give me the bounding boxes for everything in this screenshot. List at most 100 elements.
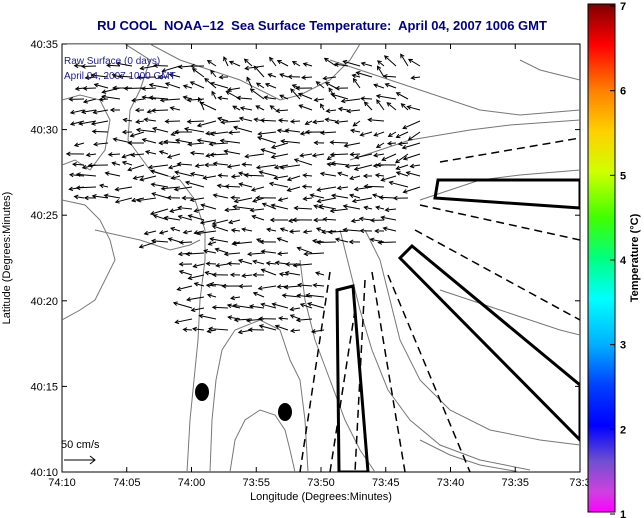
current-vector-arrow: [370, 238, 385, 243]
overlay-text-line2: April 04, 2007 1000 GMT: [64, 71, 176, 82]
current-vector-arrowhead: [250, 187, 256, 192]
current-vector-arrowhead: [164, 82, 170, 87]
current-vector-arrowhead: [200, 203, 206, 208]
current-vector-arrowhead: [217, 95, 223, 101]
current-vector-arrowhead: [378, 195, 384, 200]
current-vector-arrowhead: [167, 237, 173, 242]
current-vector-arrow: [170, 107, 181, 111]
current-vector-arrowhead: [158, 230, 164, 235]
current-vector-arrowhead: [121, 153, 127, 159]
current-vector-arrow: [216, 263, 229, 267]
current-vector-arrowhead: [276, 60, 282, 65]
current-vector-arrow: [389, 181, 409, 188]
current-vector-arrow: [378, 241, 397, 244]
current-vector-arrow: [200, 102, 217, 111]
current-vector-arrow: [250, 208, 265, 212]
y-tick-label: 40:25: [30, 210, 58, 222]
current-vector-arrow: [375, 174, 385, 177]
current-vector-arrowhead: [90, 73, 96, 78]
current-vector-arrowhead: [349, 152, 355, 157]
current-vector-arrowhead: [93, 141, 98, 147]
current-vector-arrow: [296, 318, 313, 321]
current-vector-arrow: [241, 228, 253, 232]
current-vector-arrow: [265, 83, 277, 89]
current-vector-arrowhead: [232, 105, 238, 110]
current-vector-arrow: [381, 153, 397, 161]
y-tick-label: 40:20: [30, 296, 58, 308]
current-vector-arrow: [165, 120, 181, 123]
current-vector-arrowhead: [68, 172, 74, 178]
current-vector-arrow: [373, 84, 385, 89]
current-vector-arrowhead: [299, 303, 305, 308]
current-vector-arrowhead: [402, 189, 408, 194]
current-vector-arrow: [274, 175, 289, 179]
current-vector-arrowhead: [131, 97, 137, 103]
current-vector-arrowhead: [245, 318, 251, 323]
current-vector-arrow: [343, 60, 361, 67]
current-vector-arrowhead: [312, 119, 318, 125]
current-vector-arrowhead: [226, 164, 232, 169]
current-vector-arrowhead: [84, 75, 90, 81]
current-vector-arrowhead: [143, 230, 149, 236]
current-vector-arrowhead: [402, 155, 408, 161]
current-vector-arrow: [335, 120, 349, 123]
current-vector-arrowhead: [342, 59, 348, 65]
current-vector-arrowhead: [315, 227, 321, 232]
current-vector-arrowhead: [199, 220, 205, 225]
current-vector-arrowhead: [237, 258, 243, 264]
current-vector-arrow: [193, 263, 205, 268]
current-vector-arrow: [285, 271, 301, 276]
current-vector-arrow: [140, 175, 157, 181]
current-vector-arrow: [352, 197, 373, 202]
current-vector-arrowhead: [148, 95, 154, 101]
current-vector-arrow: [190, 197, 205, 201]
current-vector-arrowhead: [132, 175, 138, 181]
current-vector-arrow: [228, 262, 241, 265]
current-vector-arrowhead: [169, 106, 175, 111]
current-vector-arrow: [290, 88, 301, 100]
current-vector-arrow: [328, 230, 349, 233]
current-vector-arrowhead: [297, 282, 302, 288]
current-vector-arrow: [127, 164, 145, 171]
current-vector-arrowhead: [334, 85, 340, 91]
current-vector-arrowhead: [223, 251, 229, 257]
current-vector-arrow: [259, 171, 277, 177]
current-vector-arrow: [319, 205, 337, 210]
current-vector-arrow: [335, 238, 349, 243]
current-vector-arrowhead: [177, 64, 183, 70]
x-axis-label: Longitude (Degrees:Minutes): [250, 491, 392, 503]
current-vector-arrow: [208, 241, 217, 245]
current-vector-arrowhead: [114, 186, 120, 192]
current-vector-arrow: [183, 85, 193, 89]
current-vector-arrowhead: [313, 204, 319, 209]
current-vector-arrow: [102, 87, 121, 93]
current-vector-arrow: [345, 164, 361, 167]
current-vector-arrowhead: [190, 307, 196, 313]
current-vector-arrowhead: [249, 304, 254, 309]
current-vector-arrowhead: [281, 293, 287, 298]
current-vector-arrow: [116, 62, 133, 67]
current-vector-arrowhead: [259, 239, 264, 245]
current-vector-arrowhead: [204, 77, 209, 83]
current-vector-arrowhead: [400, 53, 405, 59]
current-vector-arrow: [136, 120, 145, 123]
current-vector-arrow: [133, 175, 145, 179]
current-vector-arrow: [317, 186, 337, 191]
current-vector-arrowhead: [238, 283, 244, 289]
current-vector-arrowhead: [233, 317, 239, 323]
current-vector-arrowhead: [375, 205, 381, 211]
current-vector-arrow: [91, 74, 109, 78]
current-vector-arrow: [137, 76, 157, 79]
current-vector-arrowhead: [238, 182, 244, 187]
current-vector-arrow: [233, 241, 253, 245]
current-vector-arrowhead: [380, 215, 386, 221]
current-vector-arrowhead: [283, 284, 289, 290]
current-vector-arrow: [278, 252, 289, 255]
current-vector-arrowhead: [81, 109, 87, 115]
current-vector-arrowhead: [362, 173, 368, 179]
current-vector-arrowhead: [224, 207, 230, 213]
current-vector-arrowhead: [251, 214, 257, 220]
current-vector-arrow: [306, 294, 325, 298]
current-vector-arrowhead: [73, 142, 79, 147]
current-vector-arrowhead: [372, 193, 378, 198]
